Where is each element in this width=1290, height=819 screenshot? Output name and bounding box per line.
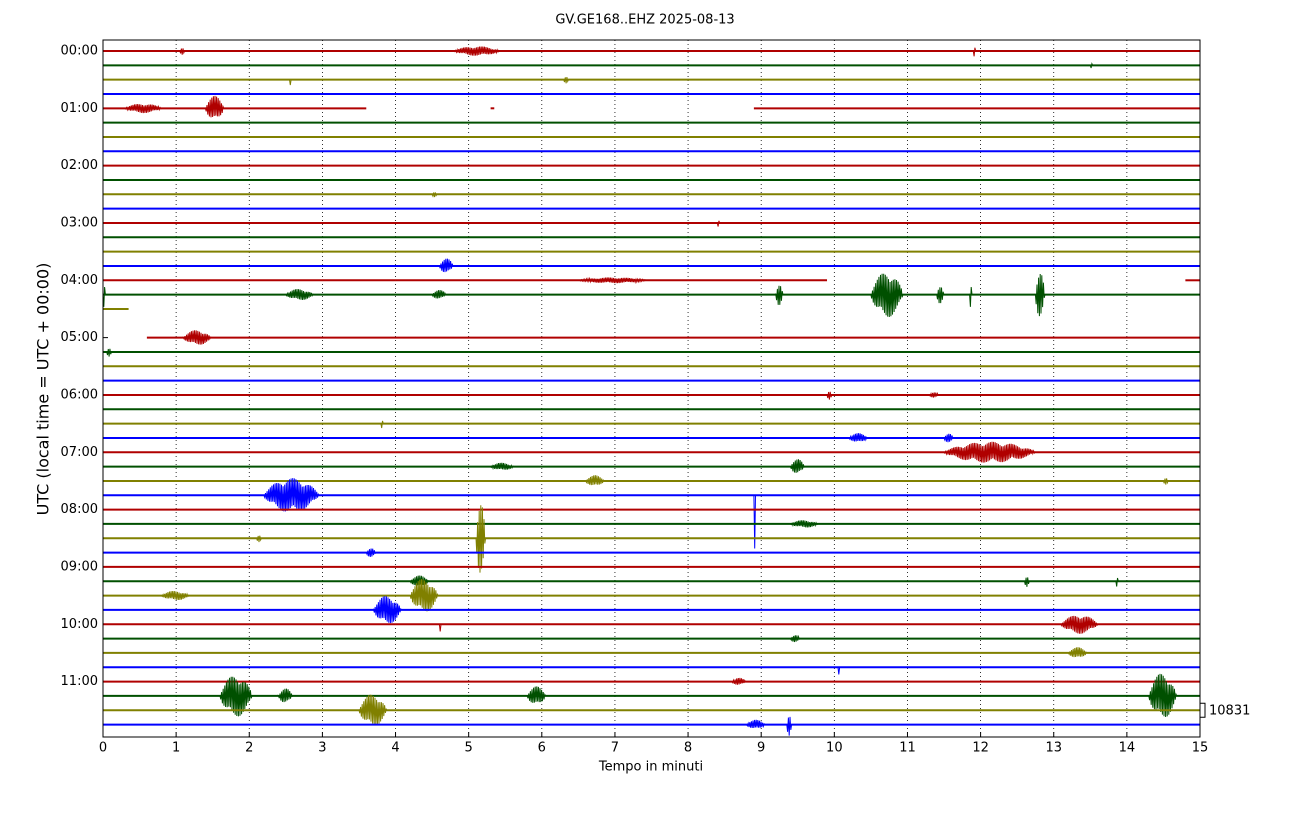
x-tick-label: 6: [538, 741, 546, 756]
event: [358, 694, 403, 726]
y-tick-label: 06:00: [61, 387, 98, 402]
event: [475, 505, 491, 573]
scale-label: 10831: [1209, 704, 1250, 719]
x-tick-label: 2: [245, 741, 253, 756]
event: [526, 686, 557, 703]
event: [943, 433, 959, 443]
y-tick-label: 11:00: [61, 674, 98, 689]
event: [1060, 615, 1120, 634]
event: [563, 77, 572, 84]
plot-frame: [102, 39, 1201, 738]
event: [124, 104, 184, 114]
event: [848, 433, 879, 442]
event: [1162, 478, 1171, 485]
y-tick-label: 00:00: [61, 43, 98, 58]
event: [179, 48, 188, 55]
x-tick-label: 9: [757, 741, 765, 756]
x-tick-label: 8: [684, 741, 692, 756]
event: [438, 623, 442, 632]
event: [870, 273, 923, 318]
event: [753, 494, 756, 549]
y-tick-label: 08:00: [61, 502, 98, 517]
y-tick-label: 02:00: [61, 158, 98, 173]
event: [373, 596, 418, 624]
event: [102, 286, 107, 307]
event: [585, 475, 615, 486]
event: [380, 420, 385, 429]
y-tick-label: 04:00: [61, 273, 98, 288]
x-tick-label: 1: [172, 741, 180, 756]
event: [490, 462, 528, 471]
x-tick-label: 13: [1045, 741, 1062, 756]
event: [1148, 673, 1193, 718]
scale-bracket: [1200, 702, 1206, 718]
x-tick-label: 14: [1119, 741, 1136, 756]
event: [786, 716, 795, 736]
event: [943, 441, 1091, 463]
event: [790, 459, 813, 473]
event: [263, 478, 352, 512]
event: [204, 95, 235, 118]
event: [1115, 577, 1120, 587]
x-tick-label: 4: [391, 741, 399, 756]
x-tick-label: 3: [318, 741, 326, 756]
event: [928, 391, 945, 398]
event: [1034, 273, 1051, 317]
event: [285, 289, 330, 300]
event: [578, 276, 689, 285]
event: [438, 258, 462, 273]
event: [256, 535, 265, 543]
y-tick-label: 05:00: [61, 330, 98, 345]
event: [431, 192, 440, 198]
y-tick-label: 03:00: [61, 215, 98, 230]
x-tick-label: 12: [972, 741, 989, 756]
event: [1024, 577, 1032, 587]
event: [289, 79, 292, 86]
event: [277, 688, 301, 703]
x-axis-label: Tempo in minuti: [598, 760, 703, 775]
event: [431, 289, 455, 299]
event: [219, 676, 272, 717]
event: [936, 287, 948, 304]
event: [182, 330, 228, 345]
event: [409, 575, 440, 586]
chart-title: GV.GE168..EHZ 2025-08-13: [555, 13, 734, 28]
event: [365, 548, 381, 557]
event: [746, 719, 776, 729]
event: [790, 634, 806, 643]
x-tick-label: 7: [611, 741, 619, 756]
event: [1067, 647, 1098, 658]
event: [106, 348, 115, 357]
event: [972, 47, 977, 57]
event: [160, 590, 206, 601]
event: [731, 677, 754, 685]
x-tick-label: 10: [826, 741, 843, 756]
event: [837, 666, 841, 675]
event: [775, 285, 787, 305]
x-tick-label: 0: [99, 741, 107, 756]
y-tick-label: 01:00: [61, 101, 98, 116]
y-tick-label: 09:00: [61, 559, 98, 574]
event: [716, 220, 722, 227]
event: [826, 391, 835, 400]
y-tick-label: 07:00: [61, 445, 98, 460]
x-tick-label: 5: [465, 741, 473, 756]
y-axis-label: UTC (local time = UTC + 00:00): [34, 263, 53, 516]
x-tick-label: 15: [1192, 741, 1209, 756]
y-tick-label: 10:00: [61, 617, 98, 632]
event: [452, 46, 528, 56]
event: [409, 579, 455, 612]
event: [1089, 62, 1094, 69]
event: [790, 520, 835, 528]
event: [969, 286, 974, 307]
x-tick-label: 11: [899, 741, 916, 756]
